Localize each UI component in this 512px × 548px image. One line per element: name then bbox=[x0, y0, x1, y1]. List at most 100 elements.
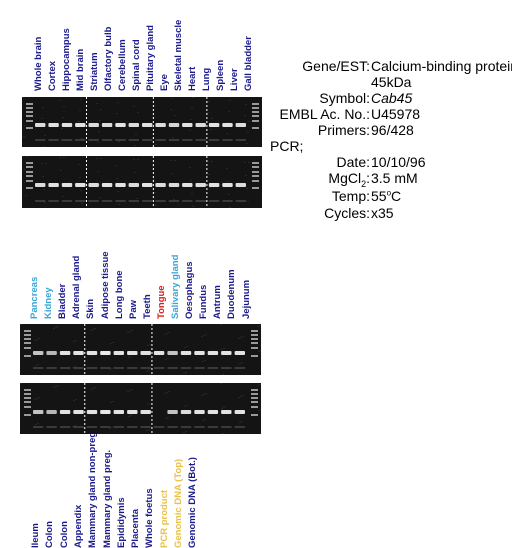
primer-dimer bbox=[35, 139, 46, 141]
gel-noise bbox=[248, 121, 250, 122]
primer-dimer bbox=[140, 367, 151, 369]
gel-noise bbox=[183, 373, 185, 374]
primer-dimer bbox=[75, 200, 86, 202]
primer-dimer bbox=[207, 367, 219, 369]
ladder-band bbox=[24, 393, 31, 395]
gel-noise bbox=[228, 194, 230, 195]
gel-noise bbox=[202, 420, 204, 421]
gel-noise bbox=[59, 100, 61, 101]
gel-noise bbox=[97, 142, 99, 143]
gel-noise bbox=[183, 432, 185, 433]
pcr-band bbox=[86, 410, 98, 414]
gel-noise bbox=[37, 364, 39, 365]
gel-noise bbox=[241, 421, 243, 422]
gel-noise bbox=[131, 330, 133, 331]
gel-noise bbox=[239, 363, 241, 364]
gel-panel1-top bbox=[22, 97, 262, 147]
gel-noise bbox=[173, 199, 175, 200]
ladder-band bbox=[26, 171, 33, 173]
gel-noise bbox=[53, 387, 55, 388]
gel-noise bbox=[36, 398, 38, 399]
gel-noise bbox=[100, 158, 102, 159]
pcr-band bbox=[48, 183, 59, 187]
gel-noise bbox=[137, 159, 139, 160]
gel-noise bbox=[248, 162, 250, 163]
ladder-band bbox=[24, 389, 31, 391]
pcr-band bbox=[59, 410, 71, 414]
pcr-band bbox=[222, 183, 233, 187]
pcr-band bbox=[235, 183, 246, 187]
gel-noise bbox=[191, 108, 193, 109]
pcr-label: PCR; bbox=[270, 138, 304, 154]
ladder-band bbox=[252, 120, 259, 122]
gel-noise bbox=[203, 335, 205, 336]
lane-label: Kidney bbox=[43, 287, 55, 319]
pcr-band bbox=[73, 410, 84, 414]
gel-noise bbox=[166, 333, 168, 334]
gel-noise bbox=[80, 99, 82, 100]
pcr-band bbox=[115, 183, 126, 187]
gel-noise bbox=[238, 397, 240, 398]
lane-label: Tongue bbox=[155, 285, 167, 319]
gel-noise bbox=[192, 97, 194, 98]
gel-noise bbox=[112, 401, 114, 402]
gel-noise bbox=[186, 405, 188, 406]
gel-noise bbox=[168, 332, 170, 333]
gel-noise bbox=[146, 371, 148, 372]
gel-noise bbox=[244, 115, 246, 116]
gel-noise bbox=[247, 201, 249, 202]
ladder-band bbox=[26, 187, 33, 189]
gel-noise bbox=[166, 392, 168, 393]
pcr-band bbox=[101, 123, 113, 127]
gel-noise bbox=[223, 407, 225, 408]
ladder-band bbox=[252, 175, 259, 177]
gel-noise bbox=[170, 160, 172, 161]
ladder-band bbox=[26, 127, 33, 129]
primers-label: Primers: bbox=[317, 122, 370, 138]
pcr-band bbox=[168, 123, 180, 127]
ladder-band bbox=[252, 166, 259, 168]
gel-noise bbox=[204, 419, 206, 420]
primer-dimer bbox=[33, 426, 44, 428]
gel-noise bbox=[38, 397, 40, 398]
lane-label: Gall bladder bbox=[243, 36, 254, 91]
gel-noise bbox=[35, 424, 37, 425]
gel-noise bbox=[203, 394, 205, 395]
ladder-band bbox=[24, 401, 31, 403]
gel-noise bbox=[56, 411, 58, 412]
pcr-band bbox=[222, 123, 233, 127]
gel-noise bbox=[222, 433, 224, 434]
gel-noise bbox=[154, 105, 156, 106]
pcr-band bbox=[73, 351, 84, 355]
pcr-band bbox=[155, 183, 166, 187]
gel-noise bbox=[211, 118, 213, 119]
gel-noise bbox=[129, 331, 131, 332]
pcr-band bbox=[194, 351, 205, 355]
gel-noise bbox=[164, 393, 166, 394]
gel-noise bbox=[53, 328, 55, 329]
primer-dimer bbox=[101, 200, 113, 202]
gel-noise bbox=[202, 361, 204, 362]
lane-label: Fundus bbox=[198, 284, 210, 319]
gel-noise bbox=[148, 370, 150, 371]
gel-noise bbox=[190, 180, 192, 181]
ladder-band bbox=[251, 342, 258, 344]
gel-noise bbox=[185, 372, 187, 373]
ladder-band bbox=[251, 406, 258, 408]
gel-noise bbox=[92, 388, 94, 389]
gel-noise bbox=[20, 383, 22, 384]
pcr-band bbox=[207, 351, 219, 355]
gel-noise bbox=[153, 116, 155, 117]
cycles-value: x35 bbox=[371, 205, 394, 221]
gel-noise bbox=[116, 113, 118, 114]
lane-label: Teeth bbox=[141, 294, 153, 319]
lane-label: Skin bbox=[85, 298, 97, 319]
gel-noise bbox=[211, 161, 213, 162]
pcr-band bbox=[195, 183, 206, 187]
gel-noise bbox=[186, 346, 188, 347]
gel-noise bbox=[165, 359, 167, 360]
gel-noise bbox=[20, 324, 22, 325]
gel-noise bbox=[147, 404, 149, 405]
gel-noise bbox=[62, 117, 64, 118]
gel-noise bbox=[241, 362, 243, 363]
